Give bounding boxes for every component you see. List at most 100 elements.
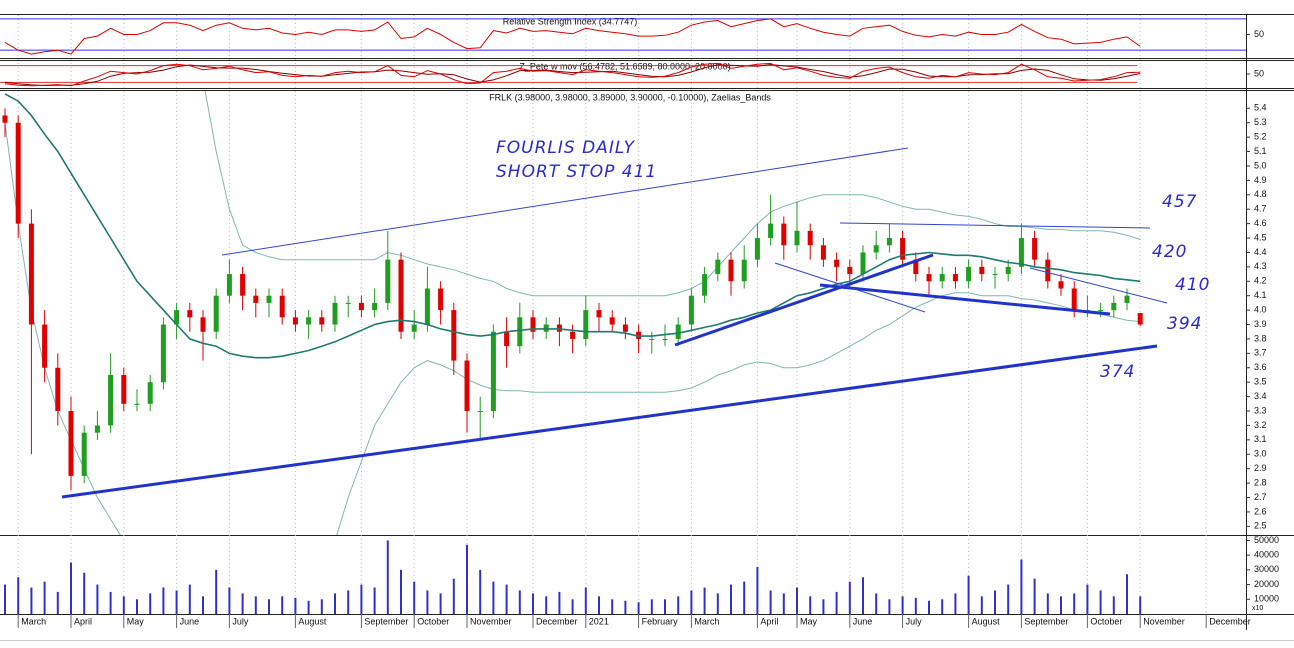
candle-body [807,230,813,246]
volume-y-tick-label: 10000 [1254,594,1279,604]
x-tick-label: February [642,616,679,626]
candle-body [240,274,246,296]
volume-bar [452,578,455,614]
volume-bar [505,584,508,614]
volume-bar [96,584,99,614]
volume-bar [439,593,442,614]
volume-bar [254,596,257,614]
volume-bar [703,587,706,614]
x-tick-label: June [853,616,873,626]
candle-body [688,295,694,325]
volume-bar [228,587,231,614]
candle-body [860,252,866,275]
annotation: 394 [1167,314,1202,334]
volume-bar [175,590,178,614]
candle-body [754,238,760,260]
candle-body [477,411,483,413]
x-tick-label: July [906,616,923,626]
candle-body [55,367,61,412]
volume-y-tick-label: 50000 [1254,535,1279,545]
candle-body [847,266,853,275]
volume-bar [637,602,640,614]
volume-bar [914,597,917,614]
candle-body [517,317,523,347]
volume-bar [426,590,429,614]
volume-bar [70,562,72,614]
volume-bar [584,587,587,614]
candle-body [81,432,87,476]
x-tick-label: December [1209,616,1251,626]
volume-bar [1112,596,1115,614]
trend-line [819,283,1111,316]
x-tick-label: March [694,616,719,626]
candle-body [121,374,127,404]
candle-body [913,259,919,275]
volume-bar [888,599,891,614]
stochastic-plot [4,62,1141,87]
y-tick-label: 5.2 [1254,132,1267,142]
candle-body [226,274,232,296]
volume-bar [848,581,851,614]
trend-lines: FOURLIS DAILY SHORT STOP 411 457 420 410… [61,138,1209,499]
volume-bar [809,596,812,614]
candle-body [424,288,430,325]
volume-bar [1033,578,1036,614]
candle-body [900,238,906,260]
volume-bar [1060,596,1062,614]
candle-body [715,259,721,275]
y-tick-label: 3.8 [1254,333,1267,343]
y-tick-label: 4.2 [1254,276,1267,286]
volume-bar [571,599,574,614]
candle-body [1018,238,1024,267]
volume-bar [624,600,627,614]
y-tick-label: 4.8 [1254,189,1267,199]
candle-body [1005,266,1011,275]
candle-body [94,425,100,433]
volume-bar [664,599,666,614]
trend-line [61,344,1158,499]
y-tick-label: 4.3 [1254,261,1267,271]
volume-bar [320,599,323,614]
candle-body [279,295,285,318]
rsi-y-tick-label: 50 [1254,29,1264,39]
candle-body [464,360,470,412]
candle-body [873,245,879,253]
volume-bar [967,575,970,614]
y-tick-label: 5.4 [1254,103,1267,113]
stochastic-k [4,62,1141,87]
candle-body [411,324,417,332]
volume-bar [281,596,284,614]
volume-bar [4,584,6,614]
volume-bar [518,590,521,614]
candle-body [583,310,589,339]
candle-body [28,223,34,325]
volume-bar [1046,593,1049,614]
volume-bar [17,577,20,614]
volume-bar [413,581,416,614]
candle-body [1124,295,1130,303]
volume-bar [1007,584,1010,614]
x-tick-label: March [21,616,46,626]
candle-body [570,331,576,339]
volume-bar [928,600,930,614]
x-tick-label: May [800,616,818,626]
volume-bar [109,591,112,614]
candle-body [266,295,272,303]
volume-bar [360,584,363,614]
x-tick-label: May [127,616,145,626]
candle-body [438,288,444,311]
candle-body [174,310,180,325]
candle-body [2,115,8,123]
candle-body [939,274,945,282]
candle-body [134,403,140,405]
x-tick-label: June [180,616,200,626]
y-tick-label: 3.5 [1254,377,1267,387]
volume-bar [532,593,534,614]
candle-body [292,317,298,325]
candle-body [1058,281,1064,289]
volume-bar [334,593,336,614]
candle-body [622,324,628,332]
candle-body [385,259,391,303]
volume-bar [268,599,270,614]
